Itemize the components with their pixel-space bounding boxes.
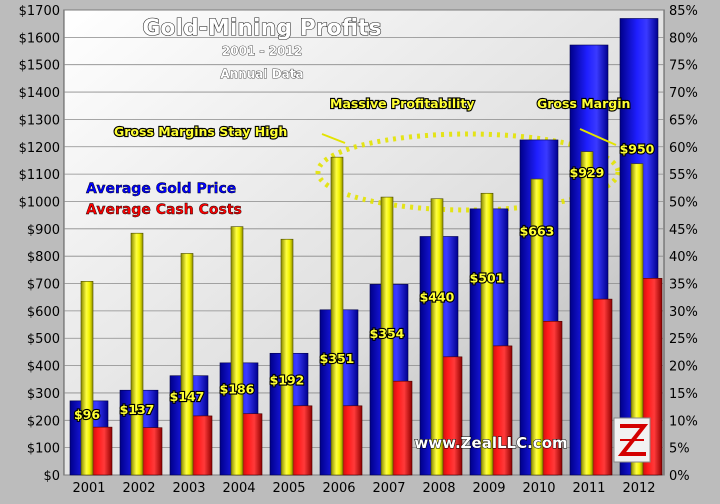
chart-subtitle-frequency: Annual Data [220,67,303,81]
bar-gross-margin [80,281,94,476]
bar-gross-margin [180,253,194,476]
x-axis-tick-label: 2007 [372,481,405,496]
gridlines [64,9,664,476]
x-axis-tick-label: 2004 [222,481,255,496]
left-axis-tick-label: $200 [27,414,60,429]
left-axis-tick-label: $700 [27,278,60,293]
left-axis-tick-label: $1500 [19,59,60,74]
legend-average-cash-costs: Average Cash Costs [86,202,242,218]
left-axis-ticks: $0 $100 $200 $300 $400 $500 $600 $700 $800 $900 $1… [19,4,60,484]
legend-average-gold-price: Average Gold Price [86,181,236,197]
left-axis-tick-label: $1000 [19,195,60,210]
bar-gross-margin [130,232,144,476]
watermark-url: www.ZealLLC.com [414,434,567,452]
data-label-profit: $192 [270,373,305,388]
data-label-profit: $137 [120,402,155,417]
x-axis-tick-label: 2012 [622,481,655,496]
annotation-arrow-2 [579,128,617,146]
bar-gross-margin [530,178,544,476]
x-axis-tick-label: 2011 [572,481,605,496]
data-label-profit: $354 [370,326,405,341]
right-axis-tick-label: 60% [669,141,698,156]
left-axis-tick-label: $1700 [19,4,60,19]
data-label-profit: $147 [170,389,205,404]
bar-gross-margin [280,238,294,476]
data-label-profit: $950 [620,141,655,156]
bars-layer [69,18,663,476]
right-axis-tick-label: 5% [669,442,690,457]
right-axis-tick-label: 50% [669,195,698,210]
left-axis-tick-label: $100 [27,442,60,457]
left-axis-tick-label: $900 [27,223,60,238]
x-axis-ticks: 2001 2002 2003 2004 2005 2006 2007 2008 2009 2010… [72,481,655,496]
chart-title: Gold-Mining Profits [142,16,381,41]
bar-gross-margin [480,192,494,476]
data-label-profit: $96 [74,407,100,422]
plot-area [63,9,665,476]
data-label-profit: $663 [520,224,555,239]
right-axis-tick-label: 75% [669,59,698,74]
bar-gross-margin [630,163,644,476]
x-axis-tick-label: 2010 [522,481,555,496]
right-axis-tick-label: 65% [669,113,698,128]
left-axis-tick-label: $0 [43,469,60,484]
right-axis-tick-label: 55% [669,168,698,183]
right-axis-tick-label: 40% [669,250,698,265]
left-axis-tick-label: $800 [27,250,60,265]
left-axis-tick-label: $400 [27,360,60,375]
data-label-profit: $440 [420,290,455,305]
right-axis-tick-label: 20% [669,360,698,375]
left-axis-tick-label: $1400 [19,86,60,101]
right-axis-tick-label: 80% [669,31,698,46]
margin-ellipse [315,131,621,213]
right-axis-tick-label: 45% [669,223,698,238]
left-axis-tick-label: $1300 [19,113,60,128]
left-axis-tick-label: $1200 [19,141,60,156]
right-axis-tick-label: 15% [669,387,698,402]
left-axis-tick-label: $1600 [19,31,60,46]
data-label-profit: $351 [320,351,355,366]
data-labels-layer: $96 $137 $147 $186 $192 $351 $354 $440 $501 $663 $… [73,140,656,423]
bar-gross-margin [580,151,594,476]
left-axis-tick-label: $300 [27,387,60,402]
right-axis-ticks: 0% 5% 10% 15% 20% 25% 30% 35% 40% 45% 50% 55% 60% 65%… [669,4,698,484]
bar-gross-margin [230,226,244,476]
x-axis-tick-label: 2005 [272,481,305,496]
right-axis-tick-label: 25% [669,332,698,347]
x-axis-tick-label: 2002 [122,481,155,496]
data-label-profit: $186 [220,381,255,396]
right-axis-tick-label: 30% [669,305,698,320]
x-axis-tick-label: 2001 [72,481,105,496]
right-axis-tick-label: 70% [669,86,698,101]
annotation-massive-profitability: Massive Profitability [330,96,475,111]
annotation-margins-stay-high: Gross Margins Stay High [114,124,287,139]
data-label-profit: $929 [570,165,605,180]
right-axis-tick-label: 85% [669,4,698,19]
bar-gross-margin [380,196,394,476]
left-axis-tick-label: $500 [27,332,60,347]
annotation-arrow-1 [321,133,346,144]
x-axis-tick-label: 2008 [422,481,455,496]
data-label-profit: $501 [470,270,505,285]
right-axis-tick-label: 35% [669,278,698,293]
zeal-logo [613,417,651,463]
left-axis-tick-label: $600 [27,305,60,320]
right-axis-tick-label: 10% [669,414,698,429]
x-axis-tick-label: 2006 [322,481,355,496]
bar-gross-margin [430,198,444,476]
x-axis-tick-label: 2009 [472,481,505,496]
x-axis-tick-label: 2003 [172,481,205,496]
chart-subtitle-years: 2001 - 2012 [222,44,302,58]
left-axis-tick-label: $1100 [19,168,60,183]
annotation-gross-margin: Gross Margin [537,96,630,111]
bar-gross-margin [330,156,344,476]
right-axis-tick-label: 0% [669,469,690,484]
